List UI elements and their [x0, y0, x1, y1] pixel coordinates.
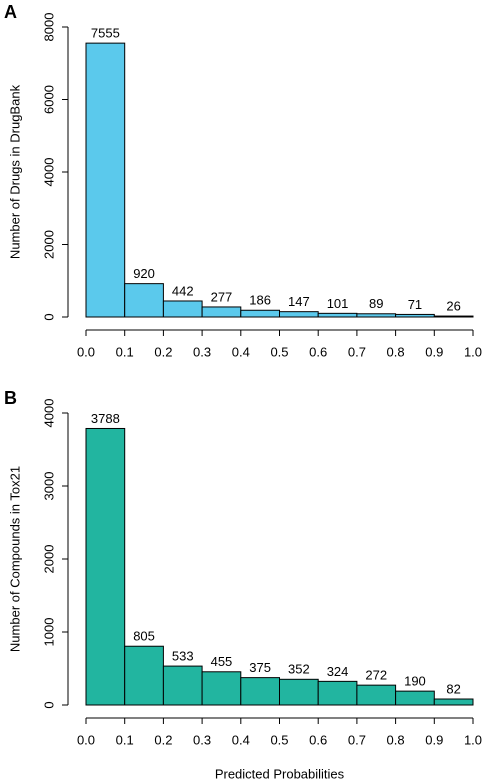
y-tick-label: 2000 — [41, 545, 56, 574]
value-label: 277 — [211, 289, 233, 304]
panel-label: A — [4, 2, 17, 22]
y-tick-label: 1000 — [41, 618, 56, 647]
y-tick-label: 0 — [41, 313, 56, 320]
bar — [433, 315, 474, 318]
bar — [124, 283, 164, 318]
bar — [201, 671, 242, 706]
bar — [240, 309, 281, 318]
value-label: 920 — [133, 266, 155, 281]
x-tick-label: 0.7 — [348, 344, 366, 359]
x-tick-label: 0.1 — [116, 344, 134, 359]
bar — [85, 427, 126, 706]
x-tick-label: 0.3 — [193, 732, 211, 747]
value-label: 533 — [172, 649, 194, 664]
value-label: 26 — [446, 298, 460, 313]
bar — [395, 313, 435, 318]
value-label: 89 — [369, 296, 383, 311]
x-tick-label: 0.1 — [116, 732, 134, 747]
value-label: 190 — [404, 674, 426, 689]
bar — [356, 684, 397, 706]
x-tick-label: 0.0 — [77, 732, 95, 747]
y-tick-label: 4000 — [41, 158, 56, 187]
x-tick-label: 0.8 — [387, 344, 405, 359]
value-label: 455 — [211, 654, 233, 669]
x-tick-label: 1.0 — [464, 344, 482, 359]
bar — [433, 698, 474, 706]
value-label: 442 — [172, 283, 194, 298]
value-label: 324 — [327, 664, 349, 679]
bar — [201, 306, 242, 318]
value-label: 186 — [249, 293, 271, 308]
x-tick-label: 0.4 — [232, 344, 250, 359]
y-tick-label: 0 — [41, 701, 56, 708]
x-axis-label: Predicted Probabilities — [215, 766, 345, 781]
value-label: 805 — [133, 629, 155, 644]
bar — [395, 690, 435, 706]
x-tick-label: 0.7 — [348, 732, 366, 747]
bar — [356, 313, 397, 318]
bar — [240, 677, 281, 706]
bar — [162, 300, 203, 318]
x-tick-label: 0.5 — [270, 732, 288, 747]
value-label: 375 — [249, 660, 271, 675]
value-label: 272 — [365, 668, 387, 683]
x-tick-label: 0.6 — [309, 344, 327, 359]
bar — [124, 645, 164, 706]
x-tick-label: 0.2 — [154, 732, 172, 747]
bar — [279, 311, 319, 318]
y-axis-label: Number of Compounds in Tox21 — [7, 466, 22, 652]
panel-label: B — [4, 388, 17, 408]
bar — [317, 312, 358, 318]
value-label: 7555 — [91, 26, 120, 41]
bar — [279, 678, 319, 706]
x-tick-label: 0.6 — [309, 732, 327, 747]
x-tick-label: 0.9 — [425, 344, 443, 359]
x-tick-label: 1.0 — [464, 732, 482, 747]
x-tick-label: 0.9 — [425, 732, 443, 747]
value-label: 71 — [408, 297, 422, 312]
value-label: 101 — [327, 296, 349, 311]
x-tick-label: 0.0 — [77, 344, 95, 359]
value-label: 147 — [288, 294, 310, 309]
bar — [85, 42, 126, 318]
y-tick-label: 6000 — [41, 85, 56, 114]
value-label: 82 — [446, 681, 460, 696]
x-tick-label: 0.4 — [232, 732, 250, 747]
value-label: 3788 — [91, 411, 120, 426]
x-tick-label: 0.3 — [193, 344, 211, 359]
x-tick-label: 0.2 — [154, 344, 172, 359]
x-tick-label: 0.5 — [270, 344, 288, 359]
y-tick-label: 4000 — [41, 399, 56, 428]
bar — [317, 680, 358, 706]
bar — [162, 665, 203, 706]
y-axis-label: Number of Drugs in DrugBank — [7, 84, 22, 259]
x-tick-label: 0.8 — [387, 732, 405, 747]
y-tick-label: 8000 — [41, 13, 56, 42]
y-tick-label: 2000 — [41, 230, 56, 259]
value-label: 352 — [288, 662, 310, 677]
y-tick-label: 3000 — [41, 472, 56, 501]
